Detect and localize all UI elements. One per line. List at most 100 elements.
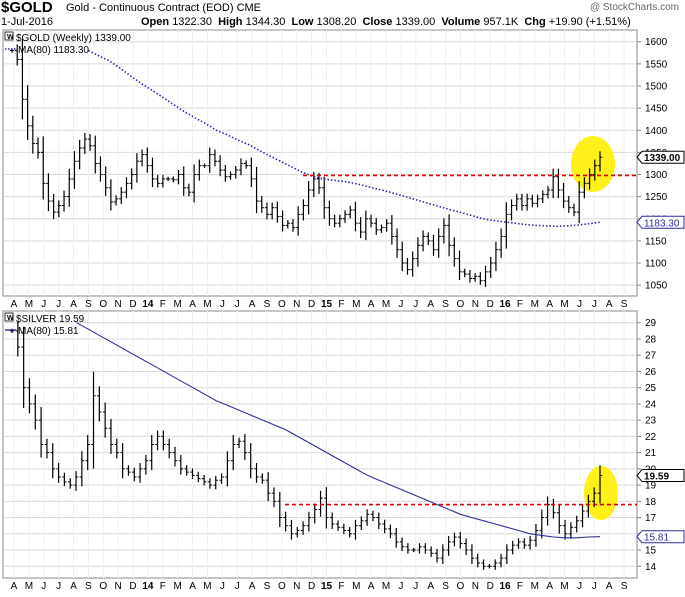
gold-price-bar xyxy=(290,219,296,232)
high-value: 1344.30 xyxy=(245,16,286,28)
symbol-title: $GOLD xyxy=(1,0,53,16)
gold-price-bar xyxy=(514,193,519,211)
x-axis-label: J xyxy=(413,299,418,310)
gold-price-bar xyxy=(478,272,483,285)
gold-price-bar xyxy=(348,205,353,219)
x-axis-label: F xyxy=(517,581,523,592)
silver-price-bar xyxy=(178,454,184,475)
x-axis-label: M xyxy=(203,299,211,310)
silver-y-tick-label: 17 xyxy=(645,513,657,524)
x-axis-label: 15 xyxy=(321,299,333,310)
silver-price-bar xyxy=(207,478,213,489)
gold-price-bar xyxy=(571,203,577,217)
gold-price-bar xyxy=(56,200,62,218)
silver-price-bar xyxy=(335,520,341,531)
gold-price-bar xyxy=(15,44,20,66)
gold-price-bar xyxy=(103,166,108,196)
silver-price-bar xyxy=(423,543,428,554)
gold-legend-main: $GOLD (Weekly) 1339.00 xyxy=(16,33,131,44)
silver-price-bar xyxy=(359,516,364,530)
x-axis-label: F xyxy=(517,299,523,310)
silver-price-bar xyxy=(166,438,172,459)
gold-plot-frame xyxy=(2,29,638,297)
x-axis-label: A xyxy=(606,581,613,592)
gold-y-tick-label: 1050 xyxy=(645,281,668,292)
gold-price-bar xyxy=(20,39,25,120)
x-axis-label: A xyxy=(189,581,196,592)
silver-price-bar xyxy=(79,451,85,487)
gold-price-bar xyxy=(217,155,223,177)
silver-price-bar xyxy=(33,394,38,430)
silver-y-tick-label: 15 xyxy=(645,546,657,557)
gold-price-bar xyxy=(160,174,166,188)
x-axis-label: J xyxy=(398,299,403,310)
silver-price-bar xyxy=(196,471,201,483)
silver-price-bar xyxy=(155,430,160,451)
gold-price-bar xyxy=(67,168,72,207)
x-axis-label: S xyxy=(621,581,628,592)
gold-price-bar xyxy=(113,195,119,206)
gold-ma-value-label: 1183.30 xyxy=(644,218,680,229)
gold-price-bar xyxy=(25,85,30,140)
x-axis-label: D xyxy=(487,581,494,592)
silver-price-bar xyxy=(260,473,265,484)
silver-price-bar xyxy=(533,524,539,547)
x-axis-label: F xyxy=(160,581,166,592)
silver-y-tick-label: 14 xyxy=(645,562,657,573)
silver-price-bar xyxy=(458,531,463,549)
x-axis-label: S xyxy=(85,299,92,310)
silver-price-bar xyxy=(516,538,521,549)
silver-price-bar xyxy=(586,494,591,518)
silver-price-bar xyxy=(201,475,207,486)
silver-price-bar xyxy=(161,430,166,451)
x-axis-label: 16 xyxy=(500,299,512,310)
silver-ma-value-box xyxy=(636,530,685,544)
silver-price-bar xyxy=(114,438,119,459)
silver-price-bar xyxy=(475,553,480,568)
x-axis-label: M xyxy=(560,581,568,592)
silver-price-bar xyxy=(27,378,32,414)
silver-price-bar xyxy=(446,536,451,556)
gold-price-bar xyxy=(129,168,134,190)
silver-price-bar xyxy=(504,544,510,564)
gold-price-bar xyxy=(264,202,270,220)
x-axis-label: J xyxy=(398,581,403,592)
gold-price-bar xyxy=(285,220,290,229)
x-axis-label: F xyxy=(160,299,166,310)
silver-legend-main: $SILVER 19.59 xyxy=(16,314,85,325)
gold-price-bar xyxy=(457,250,462,280)
silver-price-bar xyxy=(277,491,283,527)
gold-price-bar xyxy=(509,199,514,221)
x-axis-label: A xyxy=(546,299,553,310)
gold-price-bar xyxy=(124,177,129,199)
gold-price-bar xyxy=(82,132,88,155)
silver-price-bar xyxy=(213,475,218,490)
gold-price-bar xyxy=(176,169,181,185)
silver-price-bar xyxy=(38,407,44,458)
gold-legend-icon: W xyxy=(7,34,14,41)
gold-price-bar xyxy=(51,193,56,220)
x-axis-label: 16 xyxy=(500,581,512,592)
gold-price-bar xyxy=(249,157,254,188)
chart-header: $GOLD Gold - Continuous Contract (EOD) C… xyxy=(0,0,685,30)
gold-price-bar xyxy=(504,202,509,249)
silver-y-tick-label: 21 xyxy=(645,448,657,459)
gold-price-bar xyxy=(223,164,228,182)
x-axis-label: D xyxy=(487,299,494,310)
x-axis-label: 14 xyxy=(142,581,154,592)
silver-price-bar xyxy=(341,523,347,535)
x-axis-label: M xyxy=(531,581,539,592)
silver-last-price-label: 19.59 xyxy=(644,472,669,483)
gold-price-bar xyxy=(342,210,348,223)
x-axis-label: O xyxy=(457,299,465,310)
gold-price-bar xyxy=(322,176,327,219)
x-axis-label: M xyxy=(203,581,211,592)
silver-price-bar xyxy=(265,472,271,502)
gold-price-bar xyxy=(41,136,46,200)
gold-price-bar xyxy=(181,166,186,196)
gold-price-bar xyxy=(254,166,259,214)
gold-price-bar xyxy=(72,151,77,190)
silver-y-tick-label: 28 xyxy=(645,334,657,345)
silver-price-bar xyxy=(364,509,370,526)
volume-value: 957.1K xyxy=(483,16,519,28)
